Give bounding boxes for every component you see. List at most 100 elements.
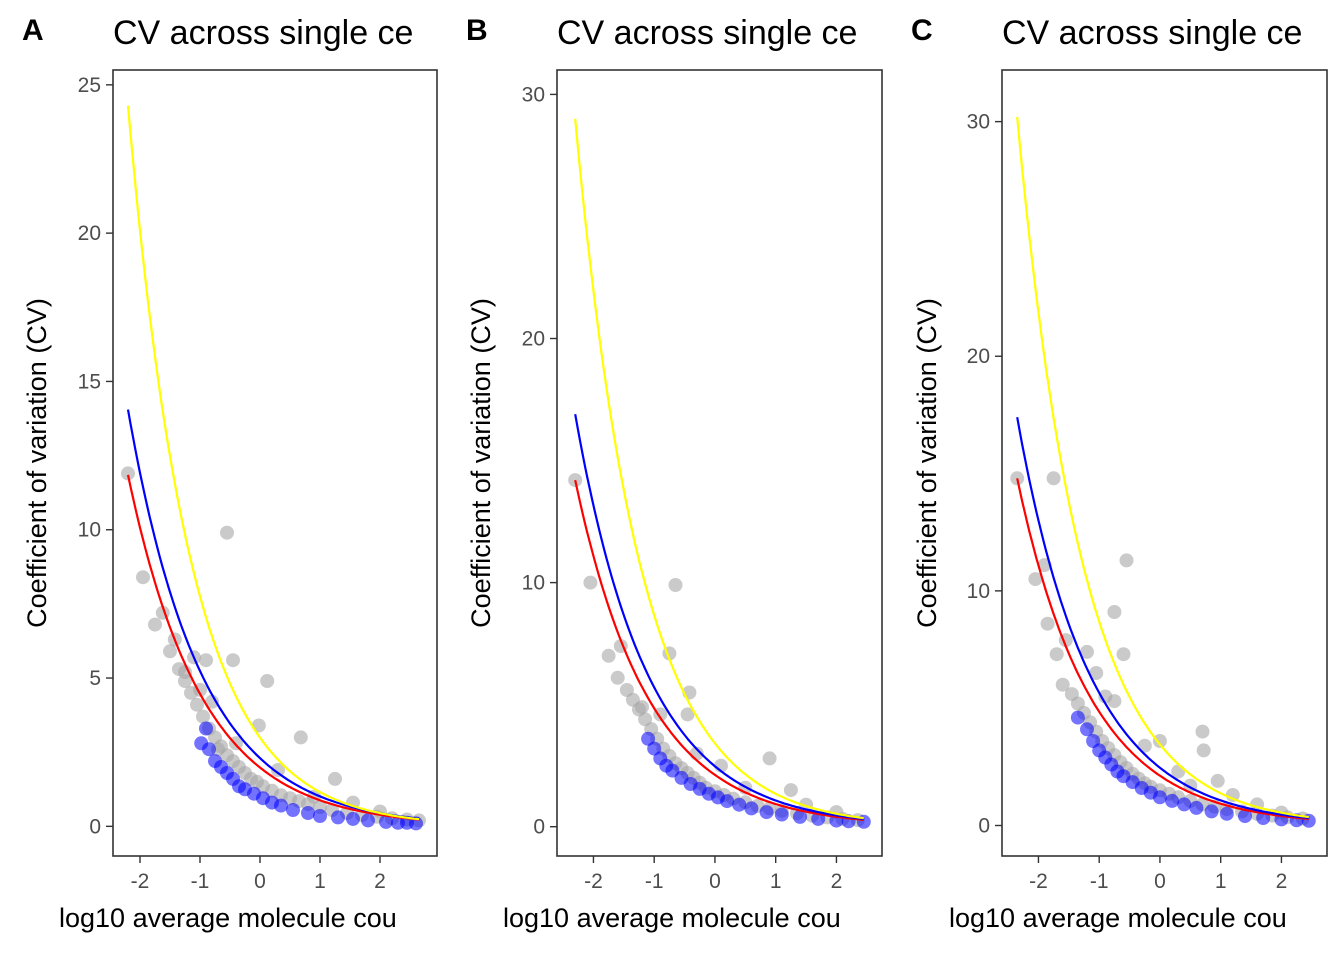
gray-point	[205, 694, 219, 709]
panel-b: B CV across single ce Coefficient of var…	[466, 14, 883, 933]
gray-point	[1196, 743, 1211, 758]
y-tick-label: 5	[89, 667, 101, 690]
panel-title: CV across single ce	[1002, 14, 1302, 52]
x-tick-label: -1	[1090, 870, 1109, 893]
blue-point	[1204, 804, 1219, 819]
x-tick-label: 0	[709, 870, 721, 893]
x-tick-label: 1	[1215, 870, 1227, 893]
blue-point	[732, 797, 747, 812]
gray-point	[136, 570, 150, 585]
blue-point	[199, 721, 213, 736]
gray-point	[610, 670, 625, 685]
data-layer	[1010, 116, 1316, 828]
gray-point	[199, 653, 213, 668]
gray-point	[220, 525, 234, 540]
gray-point	[190, 697, 204, 712]
x-tick-label: -1	[645, 870, 664, 893]
x-axis-label: log10 average molecule cou	[59, 903, 397, 933]
y-tick-label: 30	[967, 111, 990, 134]
gray-point	[601, 648, 616, 663]
gray-point	[1049, 647, 1064, 662]
red-curve	[574, 479, 864, 821]
gray-point	[1116, 647, 1131, 662]
gray-point	[762, 751, 777, 766]
blue-point	[1189, 800, 1204, 815]
y-axis-label: Coefficient of variation (CV)	[912, 298, 942, 628]
y-tick-label: 15	[78, 370, 101, 393]
gray-point	[1195, 724, 1210, 739]
panel-a: A CV across single ce Coefficient of var…	[22, 14, 438, 933]
gray-point	[783, 783, 798, 798]
gray-point	[1119, 553, 1134, 568]
y-tick-label: 0	[978, 814, 990, 837]
x-tick-label: 2	[831, 870, 843, 893]
y-axis-label: Coefficient of variation (CV)	[22, 298, 52, 628]
blue-point	[759, 805, 774, 820]
blue-point	[301, 806, 315, 820]
y-tick-label: 10	[78, 519, 101, 542]
y-tick-label: 20	[967, 345, 990, 368]
gray-point	[1137, 738, 1152, 753]
blue-point	[1219, 806, 1234, 821]
blue-point	[793, 809, 807, 824]
panel-letter: A	[22, 14, 44, 47]
blue-point	[1165, 793, 1180, 808]
blue-point	[1238, 809, 1252, 824]
blue-point	[346, 811, 360, 826]
blue-point	[1177, 797, 1192, 812]
gray-point	[583, 575, 598, 590]
gray-point	[226, 653, 240, 668]
x-tick-label: 0	[254, 870, 266, 893]
gray-point	[1010, 471, 1025, 486]
gray-point	[1107, 694, 1122, 709]
gray-point	[1210, 773, 1225, 788]
x-tick-label: -2	[584, 870, 603, 893]
blue-point	[286, 803, 300, 817]
gray-point	[1040, 616, 1055, 631]
y-tick-label: 0	[89, 815, 101, 838]
gray-point	[668, 578, 683, 592]
x-tick-label: -2	[1029, 870, 1048, 893]
gray-point	[1225, 788, 1240, 802]
panel-title: CV across single ce	[557, 14, 857, 52]
gray-point	[635, 700, 649, 715]
y-tick-label: 0	[533, 816, 545, 839]
panel-letter: C	[911, 14, 933, 47]
blue-point	[1070, 710, 1085, 725]
gray-point	[1080, 644, 1094, 659]
blue-point	[774, 807, 789, 822]
gray-point	[680, 707, 695, 722]
blue-point	[379, 814, 393, 829]
x-tick-label: 1	[314, 870, 326, 893]
gray-point	[1107, 605, 1122, 619]
gray-point	[196, 709, 210, 724]
yellow-curve	[126, 105, 420, 821]
gray-point	[1046, 471, 1061, 486]
blue-point	[361, 813, 375, 828]
blue-point	[331, 810, 345, 825]
plot-frame	[1001, 69, 1328, 857]
x-axis-label: log10 average molecule cou	[503, 903, 841, 933]
y-tick-label: 10	[522, 572, 545, 595]
x-tick-label: 2	[1276, 870, 1288, 893]
blue-point	[202, 742, 216, 757]
x-tick-label: -1	[191, 870, 210, 893]
blue-point	[1080, 722, 1094, 737]
gray-point	[293, 730, 308, 745]
y-axis-label: Coefficient of variation (CV)	[466, 298, 496, 628]
gray-point	[163, 644, 177, 659]
y-tick-label: 10	[967, 580, 990, 603]
blue-point	[720, 794, 735, 809]
gray-point	[1152, 734, 1167, 748]
y-tick-label: 30	[522, 83, 545, 106]
data-layer	[121, 105, 426, 831]
panel-letter: B	[466, 14, 488, 47]
gray-point	[271, 763, 285, 777]
x-tick-label: -2	[131, 870, 150, 893]
y-tick-label: 20	[78, 222, 101, 245]
gray-point	[121, 466, 135, 481]
gray-point	[260, 674, 275, 688]
